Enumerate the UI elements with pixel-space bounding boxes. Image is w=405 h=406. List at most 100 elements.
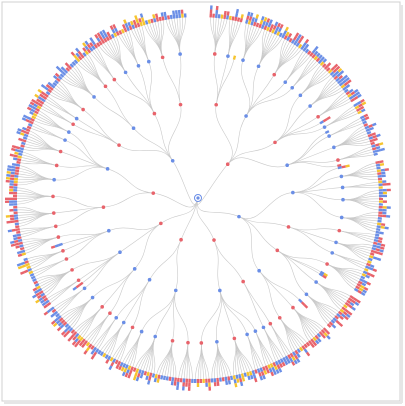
leaf-node — [319, 270, 325, 275]
leaf-node — [185, 378, 189, 383]
leaf-node — [353, 95, 359, 101]
leaf-node — [22, 126, 27, 131]
leaf-node — [84, 40, 89, 46]
leaf-node — [380, 168, 386, 172]
leaf-node — [231, 16, 235, 21]
leaf-node — [33, 280, 39, 285]
leaf-node — [373, 137, 378, 142]
leaf-node — [365, 265, 370, 270]
leaf-node — [286, 36, 291, 42]
link — [227, 115, 247, 165]
leaf-node — [105, 359, 110, 364]
leaf-node — [375, 248, 380, 252]
leaf-node — [382, 200, 387, 203]
leaf-node — [376, 166, 381, 170]
leaf-node — [34, 93, 39, 98]
leaf-node — [41, 295, 47, 300]
leaf-node — [74, 337, 79, 343]
tree-node — [232, 336, 237, 341]
leaf-node — [160, 375, 164, 380]
leaf-node — [53, 317, 59, 323]
leaf-node — [134, 23, 138, 29]
leaf-node — [232, 55, 237, 60]
tree-node — [100, 305, 104, 309]
leaf-node — [378, 191, 383, 195]
tree-node — [316, 114, 320, 119]
leaf-node — [353, 102, 358, 108]
tree-node — [290, 85, 295, 90]
link — [215, 104, 233, 165]
leaf-node — [147, 380, 151, 385]
leaf-node — [29, 101, 35, 106]
link — [30, 258, 67, 273]
leaf-node — [108, 35, 113, 40]
link — [46, 95, 77, 119]
leaf-node — [114, 27, 118, 33]
leaf-node — [362, 279, 368, 284]
leaf-node — [275, 26, 280, 32]
tree-node — [179, 237, 183, 242]
tree-node — [339, 174, 344, 179]
link — [277, 250, 307, 295]
link — [274, 126, 325, 143]
leaf-node — [9, 177, 15, 181]
tree-node — [275, 248, 280, 253]
leaf-node — [35, 107, 40, 112]
leaf-node — [318, 54, 323, 60]
leaf-node — [153, 17, 157, 23]
leaf-node — [13, 177, 19, 181]
leaf-node — [344, 308, 350, 314]
leaf-node — [65, 330, 71, 335]
leaf-node — [351, 299, 356, 304]
leaf-node — [365, 274, 370, 279]
link — [227, 142, 276, 165]
link — [127, 28, 139, 66]
leaf-node — [36, 105, 42, 110]
leaf-node — [345, 84, 351, 89]
leaf-node — [343, 74, 348, 80]
leaf-node — [86, 48, 92, 54]
leaf-node — [305, 351, 311, 357]
leaf-node — [53, 310, 59, 316]
leaf-node — [303, 343, 308, 349]
leaf-node — [212, 13, 215, 18]
leaf-node — [276, 364, 281, 370]
leaf-node — [45, 84, 51, 89]
link — [92, 317, 117, 348]
tree-node — [51, 211, 56, 215]
leaf-node — [366, 272, 372, 276]
link — [246, 334, 257, 372]
leaf-node — [330, 319, 336, 324]
leaf-node — [55, 65, 61, 71]
link — [258, 35, 284, 67]
leaf-node — [193, 378, 197, 383]
leaf-node — [233, 379, 237, 384]
leaf-node — [304, 38, 310, 44]
leaf-node — [286, 359, 291, 364]
leaf-node — [132, 19, 137, 25]
leaf-node — [79, 336, 84, 342]
leaf-node — [157, 374, 161, 379]
leaf-node — [260, 371, 265, 376]
leaf-node — [18, 137, 23, 142]
tree-node — [256, 64, 261, 69]
leaf-node — [58, 317, 64, 322]
tree-node — [178, 102, 183, 107]
leaf-node — [103, 32, 108, 38]
leaf-node — [70, 329, 76, 334]
leaf-node — [60, 319, 66, 324]
leaf-node — [329, 71, 335, 76]
leaf-node — [382, 191, 387, 195]
leaf-node — [284, 360, 289, 366]
leaf-node — [59, 73, 65, 78]
leaf-node — [208, 382, 211, 387]
link — [274, 105, 311, 143]
leaf-node — [362, 289, 367, 294]
leaf-node — [26, 116, 32, 121]
leaf-node — [382, 206, 387, 209]
leaf-node — [247, 20, 252, 25]
leaf-node — [19, 246, 25, 251]
tree-node — [136, 63, 141, 68]
leaf-node — [357, 280, 363, 285]
leaf-node — [252, 373, 257, 379]
